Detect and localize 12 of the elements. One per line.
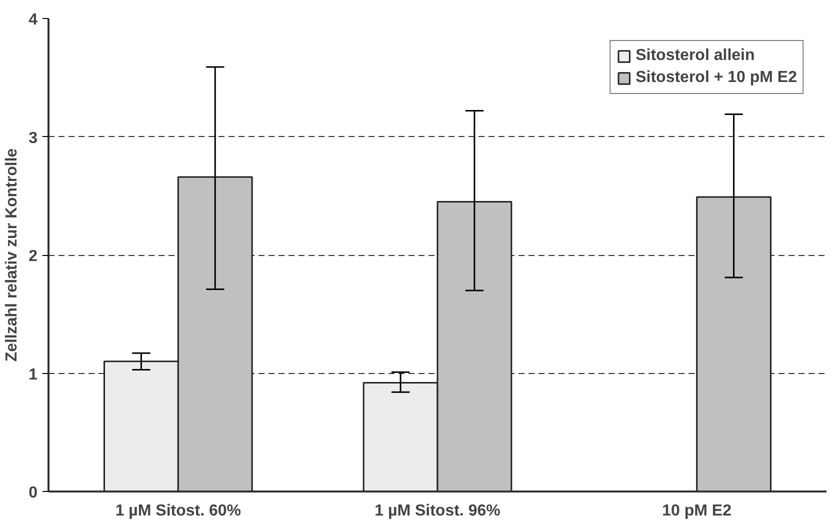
y-tick-label: 2 [28,248,38,265]
y-tick-label: 3 [28,130,38,147]
x-tick-label: 10 pM E2 [662,502,732,520]
y-tick-label: 1 [28,366,38,384]
bar [696,196,772,492]
x-tick-label: 1 µM Sitost. 60% [115,502,242,520]
legend-label: Sitosterol allein [636,47,755,65]
y-tick-label: 0 [28,484,38,502]
x-tick-label: 1 µM Sitost. 96% [374,502,500,520]
legend-label: Sitosterol + 10 pM E2 [636,69,797,87]
y-tick-label: 4 [28,12,38,28]
y-axis-title: Zellzahl relativ zur Kontrolle [4,148,21,362]
